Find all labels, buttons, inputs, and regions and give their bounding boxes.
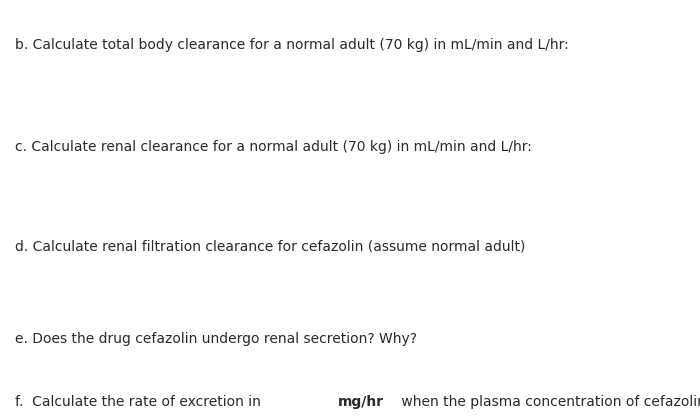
Text: mg/hr: mg/hr — [338, 395, 384, 409]
Text: when the plasma concentration of cefazolin is 0.2 mg/L: when the plasma concentration of cefazol… — [398, 395, 700, 409]
Text: b. Calculate total body clearance for a normal adult (70 kg) in mL/min and L/hr:: b. Calculate total body clearance for a … — [15, 38, 568, 52]
Text: d. Calculate renal filtration clearance for cefazolin (assume normal adult): d. Calculate renal filtration clearance … — [15, 240, 526, 254]
Text: c. Calculate renal clearance for a normal adult (70 kg) in mL/min and L/hr:: c. Calculate renal clearance for a norma… — [15, 140, 532, 154]
Text: f.  Calculate the rate of excretion in: f. Calculate the rate of excretion in — [15, 395, 265, 409]
Text: e. Does the drug cefazolin undergo renal secretion? Why?: e. Does the drug cefazolin undergo renal… — [15, 332, 417, 346]
